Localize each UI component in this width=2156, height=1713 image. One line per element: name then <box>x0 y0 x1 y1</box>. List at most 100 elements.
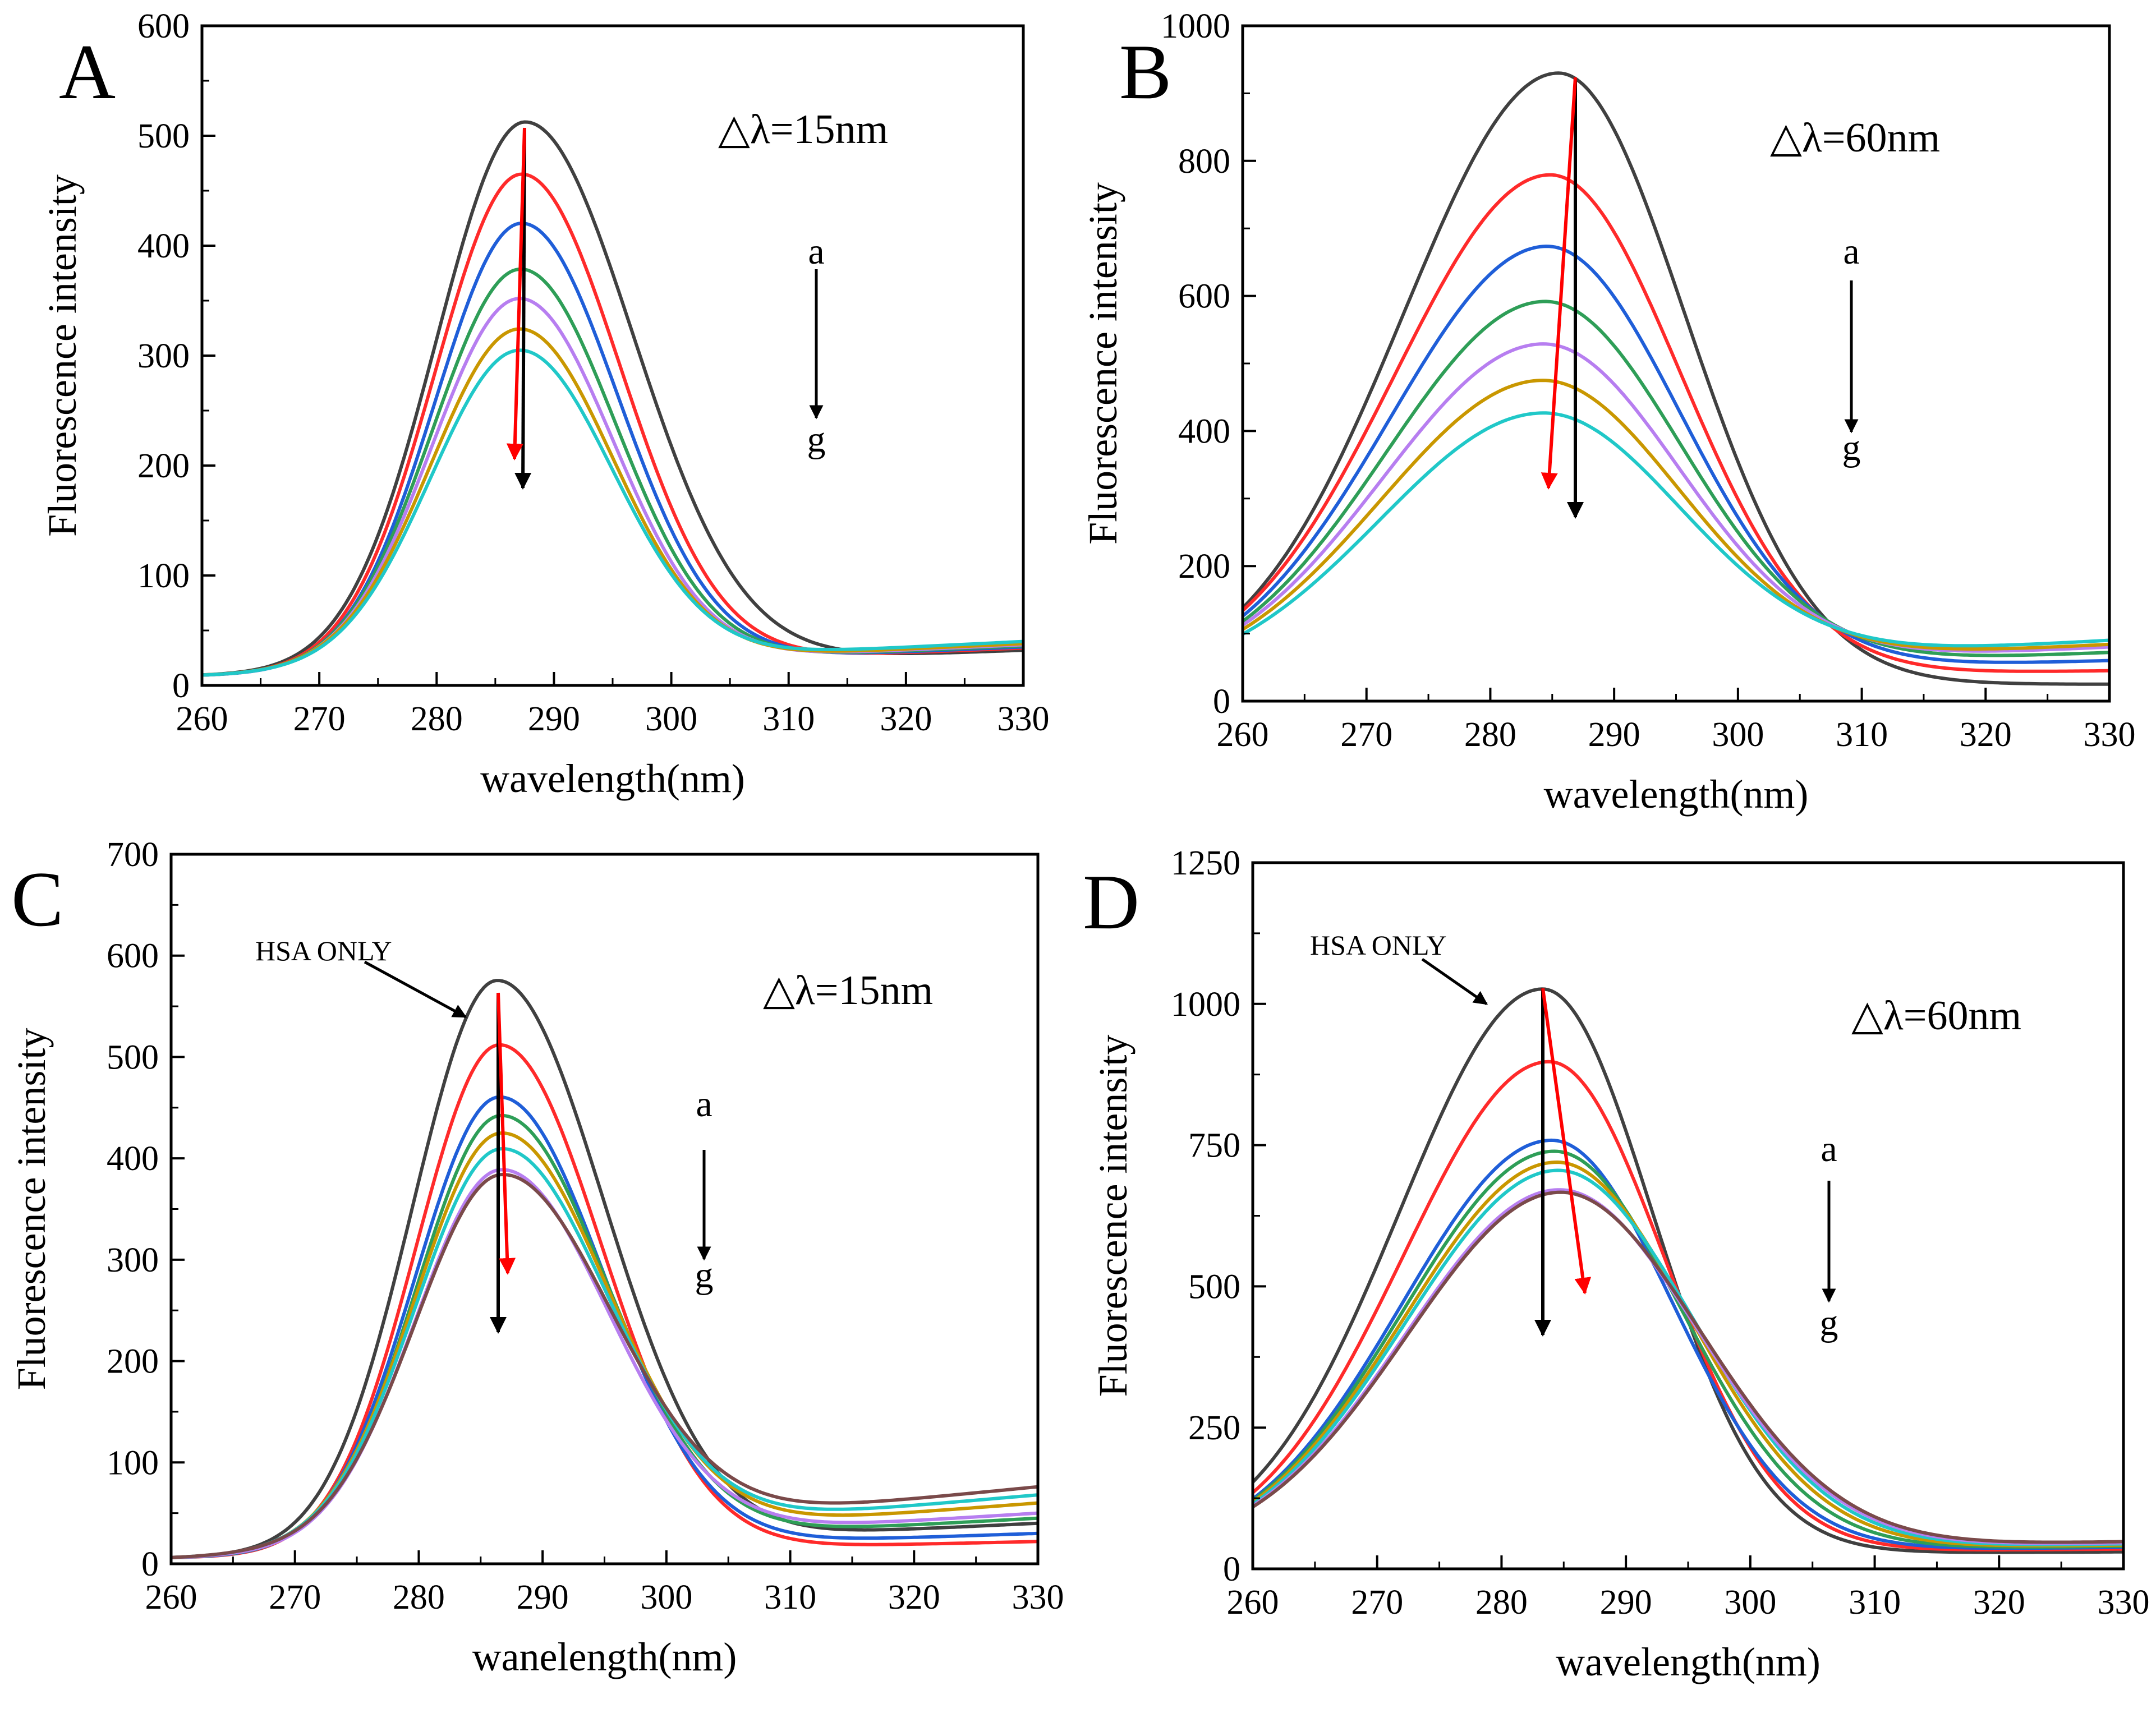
series-group <box>1253 987 2123 1554</box>
series-line-f <box>171 1146 1038 1559</box>
panel-letter: C <box>11 856 63 943</box>
series-line-g <box>1243 411 2109 648</box>
x-tick-label: 300 <box>1712 716 1764 754</box>
panel-a: A 260 270 280 290 300 310 320 330 0 100 200 300 400 50… <box>40 7 1050 801</box>
y-tick-label: 800 <box>1178 142 1230 181</box>
y-tick-label: 500 <box>1188 1268 1240 1306</box>
x-tick-label: 270 <box>269 1578 321 1617</box>
y-tick-label: 750 <box>1188 1127 1240 1165</box>
y-tick-label: 300 <box>107 1241 159 1279</box>
y-tick-label: 200 <box>137 447 190 485</box>
panel-letter: B <box>1119 29 1171 116</box>
x-axis-title: wavelength(nm) <box>480 756 745 801</box>
x-tick-label: 300 <box>1724 1583 1776 1622</box>
hsa-only-label: HSA ONLY <box>255 935 392 966</box>
x-axis-title: wanelength(nm) <box>472 1634 737 1679</box>
panel-d: D 260 270 280 290 300 310 320 330 0 250 500 750 1000 1… <box>1083 844 2150 1684</box>
y-axis-title: Fluorescence intensity <box>1081 182 1125 545</box>
x-tick-label: 270 <box>1340 716 1392 754</box>
series-line-f <box>202 327 1023 677</box>
y-tick-label: 600 <box>107 937 159 975</box>
x-tick-label: 260 <box>176 700 228 738</box>
y-tick-label: 1250 <box>1171 844 1240 882</box>
x-tick-label: 300 <box>645 700 697 738</box>
x-tick-label: 290 <box>1588 716 1640 754</box>
x-tick-label: 260 <box>1217 716 1269 754</box>
panel-c: C 260 270 280 290 300 310 320 330 0 100 200 300 400 50… <box>9 836 1064 1679</box>
x-tick-label: 320 <box>1973 1583 2025 1622</box>
series-line-a <box>1243 71 2109 686</box>
x-tick-label: 320 <box>888 1578 940 1617</box>
series-end-label: g <box>1842 427 1861 468</box>
series-line-a <box>202 120 1023 677</box>
series-line-c <box>202 222 1023 677</box>
x-tick-label: 280 <box>1475 1583 1528 1622</box>
x-tick-label: 330 <box>2098 1583 2150 1622</box>
series-group <box>1243 71 2109 686</box>
x-tick-label: 280 <box>393 1578 445 1617</box>
x-tick-label: 330 <box>1012 1578 1064 1617</box>
y-tick-label: 200 <box>1178 547 1230 586</box>
series-line-e <box>202 297 1023 677</box>
y-tick-label: 700 <box>107 836 159 874</box>
x-tick-label: 310 <box>764 1578 816 1617</box>
series-line-e <box>171 1131 1038 1559</box>
y-tick-label: 250 <box>1188 1409 1240 1447</box>
series-line-d <box>171 1113 1038 1559</box>
x-tick-label: 290 <box>517 1578 569 1617</box>
x-tick-label: 290 <box>1600 1583 1652 1622</box>
delta-lambda-label: △λ=15nm <box>718 107 888 153</box>
y-tick-label: 400 <box>137 227 190 265</box>
series-line-c <box>171 1095 1038 1559</box>
series-line-b <box>1243 173 2109 673</box>
peak-shift-arrow-red <box>506 127 526 461</box>
x-tick-label: 280 <box>1464 716 1516 754</box>
hsa-only-arrow <box>364 960 467 1019</box>
y-tick-label: 100 <box>137 557 190 595</box>
y-tick-label: 400 <box>1178 412 1230 450</box>
y-tick-label: 1000 <box>1171 986 1240 1024</box>
x-tick-label: 310 <box>1849 1583 1901 1622</box>
series-line-e <box>1243 342 2109 653</box>
series-line-c <box>1243 245 2109 664</box>
series-line-h <box>1253 1190 2123 1544</box>
y-axis-title: Fluorescence intensity <box>9 1028 54 1390</box>
series-line-h <box>171 1172 1038 1559</box>
y-axis-title: Fluorescence intensity <box>1091 1035 1136 1397</box>
series-line-a <box>1253 987 2123 1554</box>
delta-lambda-label: △λ=60nm <box>1851 993 2021 1039</box>
peak-shift-arrow-red <box>497 992 516 1275</box>
x-tick-label: 320 <box>1960 716 2012 754</box>
series-end-label: g <box>695 1255 714 1296</box>
peak-shift-arrow-red <box>1541 988 1592 1295</box>
panel-letter: A <box>59 29 116 116</box>
panel-letter: D <box>1083 859 1139 946</box>
hsa-only-label: HSA ONLY <box>1310 929 1447 961</box>
series-start-label: a <box>1843 231 1859 272</box>
x-tick-label: 310 <box>762 700 815 738</box>
x-axis-title: wavelength(nm) <box>1556 1640 1821 1684</box>
series-start-label: a <box>808 231 824 272</box>
series-end-label: g <box>1820 1302 1838 1343</box>
y-tick-label: 0 <box>172 667 190 705</box>
y-tick-label: 200 <box>107 1343 159 1381</box>
series-start-label: a <box>1821 1129 1837 1169</box>
series-line-f <box>1243 379 2109 651</box>
x-tick-label: 270 <box>1351 1583 1403 1622</box>
y-tick-label: 500 <box>137 117 190 155</box>
series-line-d <box>1253 1149 2123 1549</box>
peak-shift-arrow-red <box>1541 77 1577 490</box>
series-line-f <box>1253 1168 2123 1546</box>
x-tick-label: 300 <box>640 1578 692 1617</box>
y-tick-label: 100 <box>107 1444 159 1482</box>
y-tick-label: 300 <box>137 337 190 375</box>
y-tick-label: 1000 <box>1161 7 1230 45</box>
panel-b: B 260 270 280 290 300 310 320 330 0 200 400 600 800 10… <box>1081 7 2136 817</box>
series-line-d <box>1243 300 2109 657</box>
x-tick-label: 310 <box>1836 716 1888 754</box>
plot-frame <box>1251 861 2125 1571</box>
x-tick-label: 290 <box>528 700 580 738</box>
series-line-b <box>202 172 1023 677</box>
series-start-label: a <box>696 1084 712 1125</box>
